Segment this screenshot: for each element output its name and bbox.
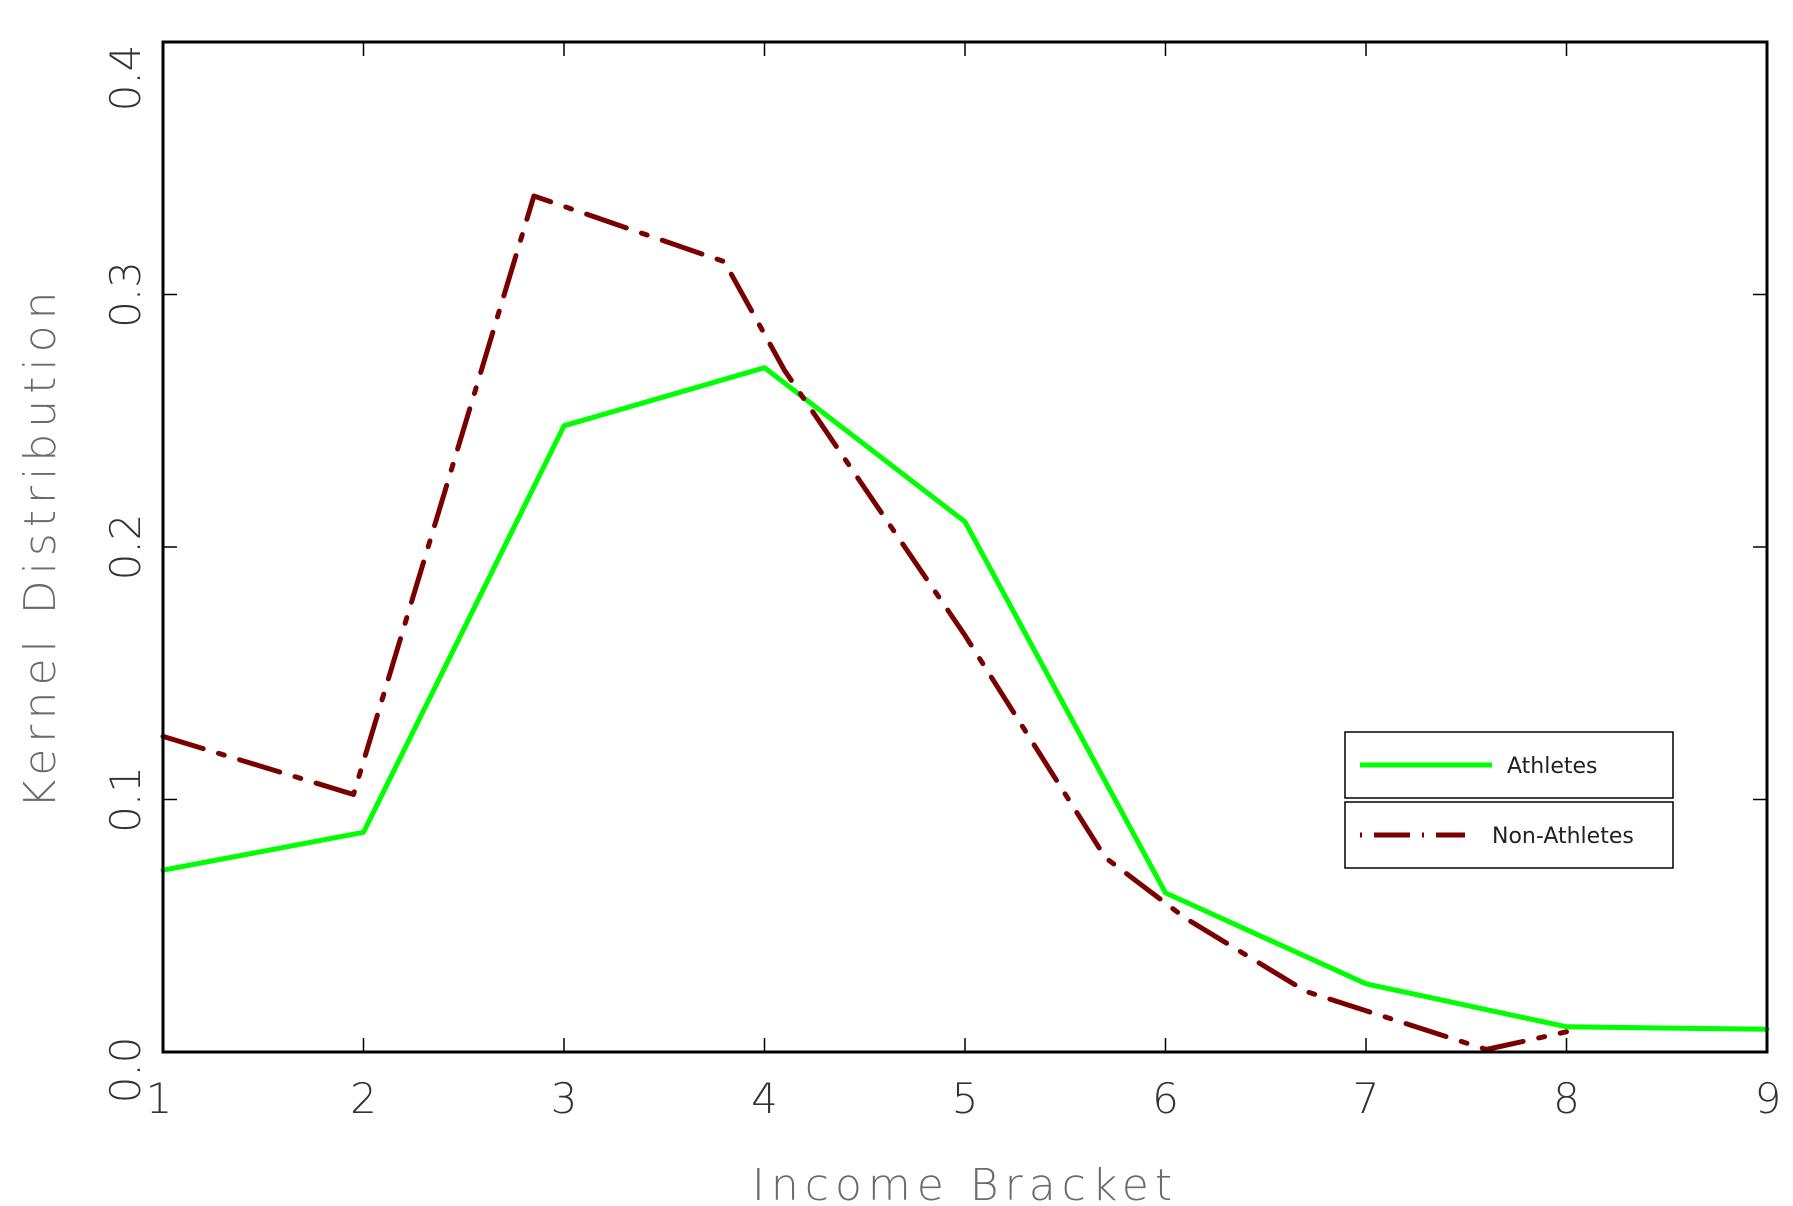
y-tick-label: 0.3: [101, 261, 150, 328]
x-tick-label: 5: [952, 1074, 979, 1123]
ticks-layer: [162, 41, 1768, 1053]
x-tick-label: 9: [1755, 1074, 1782, 1123]
y-tick-label: 0.0: [101, 1037, 150, 1104]
y-axis-title: Kernel Distribution: [15, 286, 66, 809]
x-axis-title: Income Bracket: [752, 1160, 1178, 1206]
series-layer: [160, 193, 1770, 1052]
y-tick-label: 0.1: [101, 766, 150, 833]
legend-label-non-athletes: Non-Athletes: [1492, 824, 1634, 849]
x-tick-label: 4: [751, 1074, 778, 1123]
x-tick-label: 6: [1152, 1074, 1179, 1123]
y-tick-label: 0.4: [101, 45, 150, 112]
series-line-non-athletes: [160, 193, 1569, 1052]
y-tick-label: 0.2: [101, 514, 150, 581]
legend-label-athletes: Athletes: [1507, 754, 1598, 779]
x-tick-label: 7: [1353, 1074, 1380, 1123]
x-tick-label: 3: [551, 1074, 578, 1123]
x-tick-label: 1: [146, 1074, 173, 1123]
legend: Athletes Non-Athletes: [1344, 731, 1674, 869]
series-line-athletes: [160, 365, 1770, 1032]
labels-layer: 1 2 3 4 5 6 7 8 9 0.0 0.1 0.2 0.3 0.4: [101, 45, 1781, 1123]
x-tick-label: 2: [350, 1074, 377, 1123]
x-tick-label: 8: [1553, 1074, 1580, 1123]
plot-frame: [161, 40, 1769, 1054]
